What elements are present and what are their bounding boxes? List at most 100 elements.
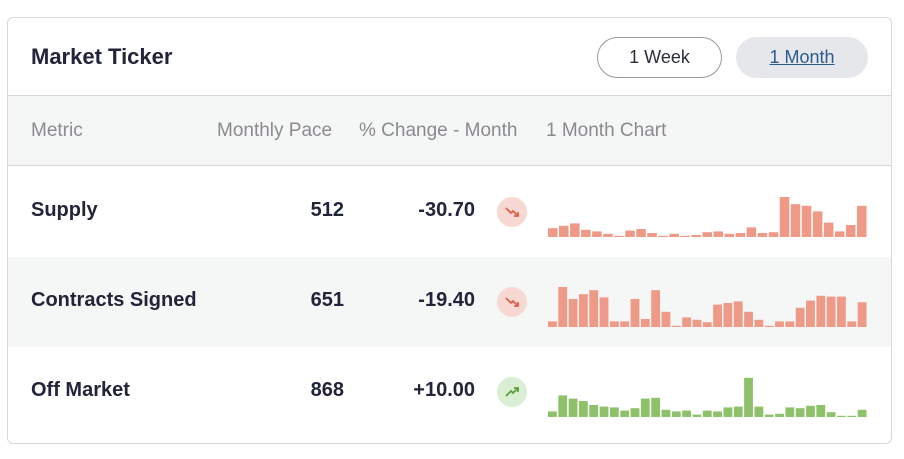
sparkline-bar <box>733 406 743 417</box>
sparkline-bar <box>857 302 867 327</box>
sparkline-bar <box>823 222 834 237</box>
sparkline-chart <box>548 377 867 417</box>
sparkline-bar <box>702 410 712 417</box>
trending-down-icon <box>497 287 527 317</box>
sparkline-bar <box>837 415 846 417</box>
sparkline-bar <box>834 231 845 237</box>
sparkline-bar <box>724 233 735 237</box>
sparkline-bar <box>647 233 657 237</box>
sparkline-bar <box>609 407 619 417</box>
sparkline-bar <box>826 412 836 417</box>
sparkline-bar <box>568 299 578 327</box>
sparkline-bar <box>785 321 795 327</box>
sparkline-bar <box>754 319 764 327</box>
sparkline-bar <box>837 296 846 327</box>
sparkline-bar <box>733 301 743 327</box>
sparkline-bar <box>785 407 795 417</box>
metric-label: Supply <box>31 199 98 221</box>
sparkline-bar <box>845 225 856 237</box>
sparkline-bar <box>620 321 630 327</box>
sparkline-bar <box>746 227 757 237</box>
sparkline-chart <box>548 287 867 327</box>
sparkline-bar <box>795 408 805 417</box>
sparkline-bar <box>609 321 619 327</box>
sparkline-bar <box>630 408 640 417</box>
metric-label: Off Market <box>31 379 130 401</box>
sparkline-bar <box>669 233 679 237</box>
sparkline-bar <box>548 411 557 417</box>
sparkline-bar <box>857 409 867 417</box>
sparkline-bar <box>548 321 557 327</box>
sparkline-bar <box>682 410 692 417</box>
sparkline-bar <box>691 235 701 237</box>
sparkline-bar <box>578 401 588 417</box>
sparkline-bar <box>578 294 588 327</box>
sparkline-bar <box>816 405 826 417</box>
sparkline-bar <box>764 325 774 327</box>
sparkline-bar <box>744 311 753 327</box>
sparkline-bar <box>614 235 624 237</box>
trending-up-icon <box>497 377 527 407</box>
table-row-supply[interactable]: Supply 512 -30.70 <box>8 167 891 257</box>
sparkline-bar <box>581 229 591 237</box>
sparkline-bar <box>651 397 661 417</box>
sparkline-bar <box>826 296 836 327</box>
table-row-off-market[interactable]: Off Market 868 +10.00 <box>8 347 891 437</box>
column-header-chart: 1 Month Chart <box>546 120 667 141</box>
sparkline-bar <box>570 223 580 237</box>
market-ticker-card: Market Ticker 1 Week 1 Month Metric Mont… <box>7 17 892 444</box>
sparkline-bar <box>589 405 599 417</box>
card-title: Market Ticker <box>31 44 173 69</box>
sparkline-bar <box>847 321 857 327</box>
sparkline-bar <box>680 235 690 237</box>
column-header-monthly-pace: Monthly Pace <box>217 120 333 141</box>
sparkline-bar <box>764 414 774 417</box>
sparkline-bar <box>775 321 784 327</box>
sparkline-bar <box>658 235 668 237</box>
sparkline-chart <box>548 197 867 237</box>
sparkline-bar <box>661 409 671 417</box>
sparkline-bar <box>847 415 857 417</box>
sparkline-bar <box>671 411 681 417</box>
sparkline-bar <box>599 297 609 327</box>
sparkline-bar <box>775 413 784 417</box>
sparkline-bar <box>640 319 650 327</box>
sparkline-bar <box>682 317 692 327</box>
sparkline-bar <box>713 411 722 417</box>
monthly-pace-value: 512 <box>310 199 344 221</box>
metric-label: Contracts Signed <box>31 289 197 311</box>
sparkline-bar <box>620 410 630 417</box>
sparkline-bar <box>713 304 722 327</box>
sparkline-bar <box>757 233 768 237</box>
trending-down-icon <box>497 197 527 227</box>
sparkline-bar <box>806 405 815 417</box>
change-value: -30.70 <box>418 199 475 221</box>
sparkline-bar <box>816 295 826 327</box>
sparkline-bar <box>599 406 609 417</box>
sparkline-bar <box>558 395 568 417</box>
sparkline-bar <box>723 303 733 327</box>
sparkline-bar <box>812 211 823 237</box>
monthly-pace-value: 868 <box>310 379 344 401</box>
sparkline-bar <box>744 377 753 417</box>
sparkline-bar <box>723 407 733 417</box>
range-1-month-button[interactable]: 1 Month <box>736 37 868 78</box>
sparkline-bar <box>651 290 661 327</box>
sparkline-bar <box>702 232 713 237</box>
sparkline-bar <box>856 205 867 237</box>
sparkline-bar <box>671 325 681 327</box>
sparkline-bar <box>806 300 815 327</box>
sparkline-bar <box>559 225 569 237</box>
column-header-metric: Metric <box>31 120 83 141</box>
table-header: Metric Monthly Pace % Change - Month 1 M… <box>8 96 891 166</box>
range-1-week-button[interactable]: 1 Week <box>597 37 722 78</box>
column-header-change: % Change - Month <box>359 120 518 141</box>
sparkline-bar <box>589 290 599 327</box>
sparkline-bar <box>790 204 801 237</box>
table-row-contracts-signed[interactable]: Contracts Signed 651 -19.40 <box>8 257 891 347</box>
sparkline-bar <box>692 319 702 327</box>
sparkline-bar <box>754 406 764 417</box>
change-value: +10.00 <box>413 379 475 401</box>
sparkline-bar <box>592 231 602 237</box>
sparkline-bar <box>630 299 640 327</box>
